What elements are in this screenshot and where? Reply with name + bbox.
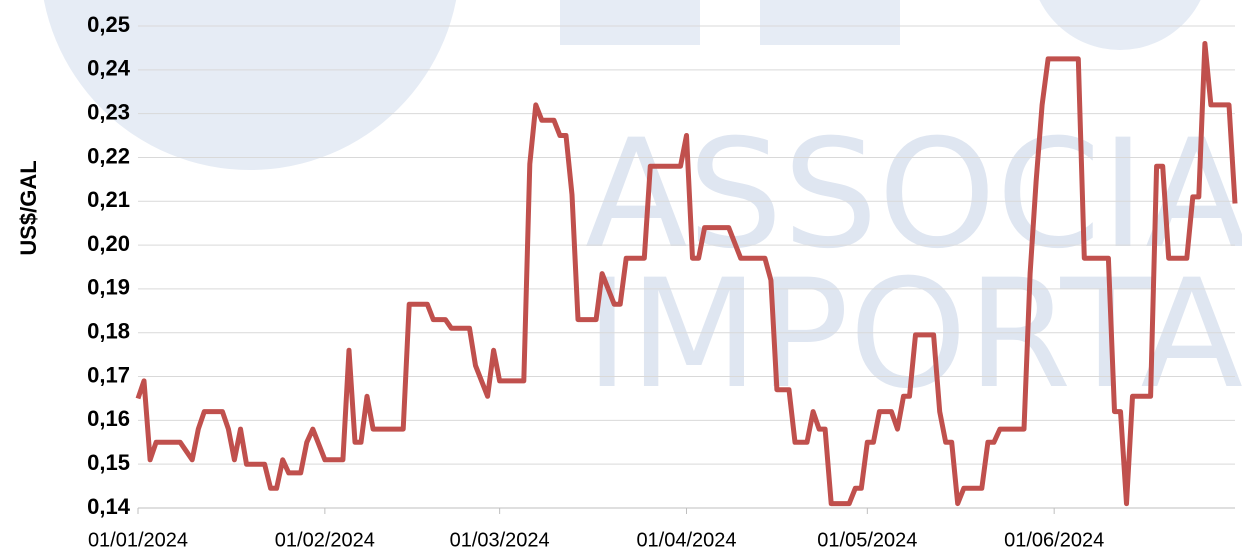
x-tick-label: 01/01/2024 [88,529,188,551]
data-line [135,41,1238,507]
x-tick-label: 01/05/2024 [817,529,917,551]
y-tick-label: 0,23 [87,99,130,124]
watermark: ASSOCIAÇÃO IMPORTADO [43,0,1242,422]
y-tick-label: 0,25 [87,12,130,37]
y-tick-label: 0,24 [87,56,131,81]
y-tick-label: 0,19 [87,275,130,300]
y-axis-label: US$/GAL [16,160,41,255]
y-tick-label: 0,22 [87,143,130,168]
y-tick-label: 0,17 [87,362,130,387]
watermark-logo [43,0,457,170]
watermark-logo [560,0,700,45]
x-tick-label: 01/02/2024 [275,529,375,551]
y-tick-label: 0,16 [87,406,130,431]
y-tick-label: 0,21 [87,187,130,212]
x-tick-label: 01/03/2024 [450,529,550,551]
x-tick-label: 01/04/2024 [636,529,736,551]
x-tick-label: 01/06/2024 [1004,529,1104,551]
watermark-logo [760,0,900,45]
y-tick-label: 0,20 [87,231,130,256]
watermark-logo [1039,0,1201,50]
y-tick-label: 0,15 [87,450,130,475]
y-tick-label: 0,18 [87,319,130,344]
y-tick-label: 0,14 [87,494,131,519]
